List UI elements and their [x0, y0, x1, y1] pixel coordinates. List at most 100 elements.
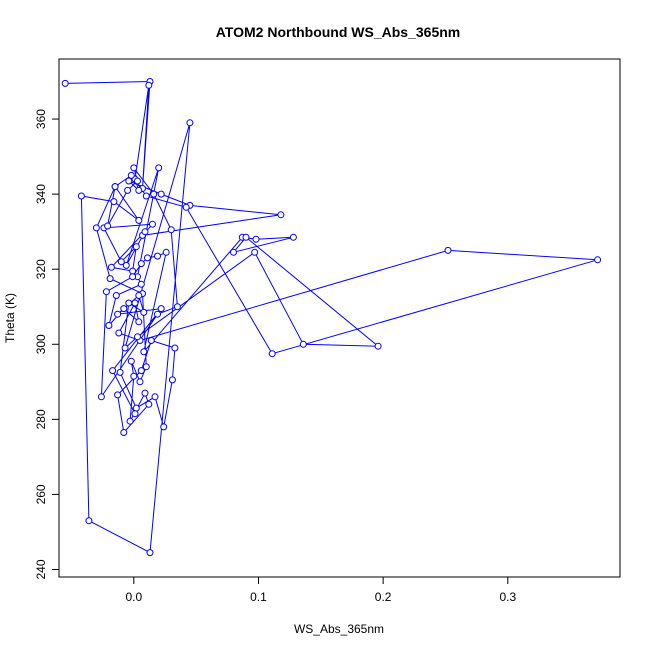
data-point [151, 393, 159, 401]
data-point [136, 378, 144, 386]
data-point [85, 517, 93, 525]
data-point [130, 164, 138, 172]
y-tick-label: 280 [34, 409, 48, 429]
data-point [137, 260, 145, 268]
data-point [168, 376, 176, 384]
data-point [594, 256, 602, 264]
y-tick-label: 360 [34, 109, 48, 129]
data-point [111, 183, 119, 191]
data-point [186, 119, 194, 127]
data-point [92, 224, 100, 232]
data-point [146, 549, 154, 557]
data-point [115, 329, 123, 337]
data-point [114, 310, 122, 318]
data-point [155, 164, 163, 172]
data-point [149, 220, 156, 228]
data-point [140, 308, 148, 316]
data-point [145, 81, 153, 89]
data-point [142, 363, 150, 371]
data-point [135, 186, 143, 194]
data-point [104, 222, 112, 230]
data-point [145, 400, 153, 408]
data-point [121, 344, 129, 352]
data-point [141, 389, 149, 397]
data-point [140, 348, 148, 356]
data-point [167, 226, 175, 234]
data-point [134, 333, 141, 341]
data-point [157, 190, 165, 198]
data-point [106, 275, 114, 283]
data-point [242, 233, 250, 241]
y-axis-label: Theta (K) [3, 293, 17, 343]
data-point [105, 322, 113, 329]
data-point [160, 423, 168, 431]
data-point [116, 368, 124, 376]
data-point [117, 258, 125, 266]
data-point [126, 417, 134, 425]
data-point [61, 79, 69, 87]
data-point [268, 350, 276, 358]
x-tick-label: 0.2 [375, 590, 392, 604]
data-point [134, 177, 141, 185]
x-axis-label: WS_Abs_365nm [294, 622, 384, 636]
data-point [154, 252, 161, 260]
data-point [125, 177, 133, 185]
data-point [162, 248, 170, 256]
data-point [130, 372, 138, 380]
data-point [97, 393, 105, 401]
data-point [131, 299, 139, 307]
data-point [114, 391, 122, 399]
data-point [127, 357, 135, 365]
data-point [141, 228, 149, 236]
data-point [157, 305, 165, 313]
data-point [230, 248, 237, 256]
data-point [125, 299, 133, 307]
data-point [144, 254, 151, 262]
data-point [277, 211, 285, 219]
data-point [154, 310, 161, 318]
series-layer [61, 78, 602, 557]
data-point [132, 243, 140, 251]
data-point [289, 233, 297, 241]
data-point [129, 273, 137, 281]
data-point [299, 340, 307, 348]
data-point [374, 342, 382, 350]
data-point [77, 192, 85, 200]
x-tick-label: 0.1 [250, 590, 267, 604]
data-point [122, 261, 130, 269]
data-point [182, 203, 190, 211]
data-point [112, 292, 120, 299]
data-point [131, 410, 139, 418]
x-tick-label: 0.0 [125, 590, 142, 604]
data-point [251, 248, 259, 256]
series-line [65, 80, 598, 554]
data-point [137, 280, 145, 288]
data-point [109, 367, 117, 375]
data-point [173, 303, 181, 311]
data-point [142, 192, 150, 200]
y-tick-label: 300 [34, 334, 48, 354]
y-tick-label: 240 [34, 559, 48, 579]
data-point [120, 429, 128, 436]
x-tick-label: 0.3 [499, 590, 516, 604]
data-point [124, 186, 132, 194]
data-point [110, 198, 118, 206]
data-point [127, 171, 135, 179]
data-point [171, 344, 179, 352]
data-point [135, 216, 143, 224]
data-point [444, 246, 452, 254]
data-point [102, 288, 110, 296]
data-point [252, 235, 260, 243]
data-point [135, 318, 143, 326]
y-tick-label: 320 [34, 259, 48, 279]
data-point [150, 190, 158, 198]
y-tick-label: 260 [34, 484, 48, 504]
plot-frame [58, 58, 621, 578]
data-point [132, 404, 140, 412]
data-point [137, 367, 145, 375]
chart-title: ATOM2 Northbound WS_Abs_365nm [216, 24, 461, 40]
data-point [135, 292, 143, 299]
data-point [107, 263, 115, 271]
